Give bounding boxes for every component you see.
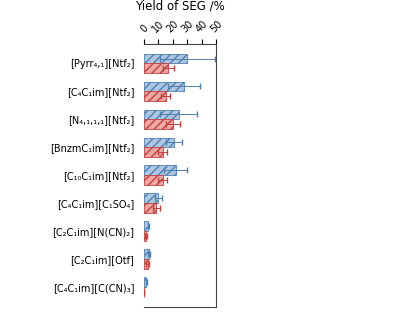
- Bar: [144, 249, 149, 259]
- Bar: [144, 119, 173, 129]
- X-axis label: Yield of SEG /%: Yield of SEG /%: [135, 0, 225, 13]
- Bar: [144, 147, 163, 157]
- Bar: [144, 137, 174, 147]
- Bar: [144, 175, 163, 185]
- Bar: [144, 64, 168, 73]
- Bar: [144, 259, 148, 269]
- Bar: [144, 82, 184, 91]
- Bar: [144, 110, 178, 119]
- Bar: [144, 54, 187, 64]
- Bar: [144, 221, 148, 231]
- Bar: [144, 203, 156, 213]
- Bar: [144, 91, 166, 101]
- Bar: [144, 166, 176, 175]
- Bar: [144, 193, 158, 203]
- Bar: [144, 231, 146, 241]
- Bar: [144, 277, 146, 287]
